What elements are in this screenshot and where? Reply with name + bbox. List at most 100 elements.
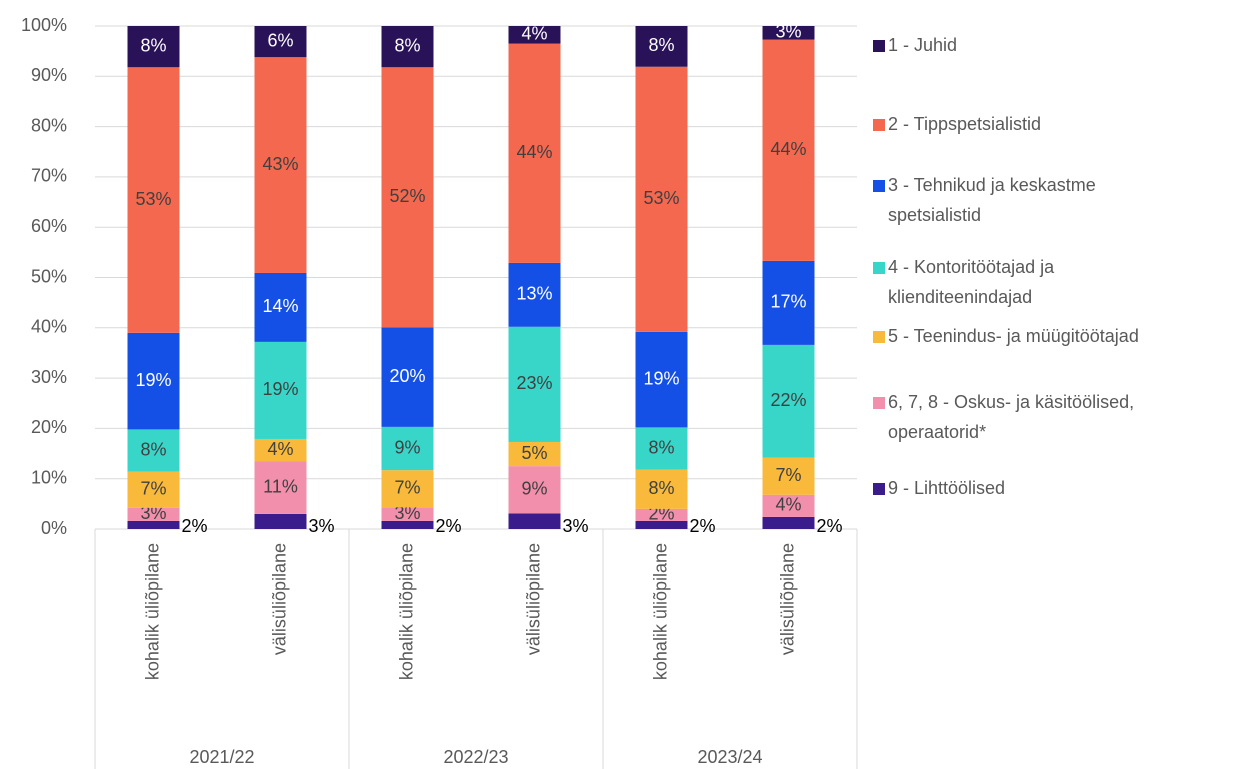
- legend-label: 4 - Kontoritöötajad ja klienditeenindajad: [888, 257, 1055, 307]
- data-label: 2%: [182, 516, 208, 536]
- bar-segment: [508, 466, 561, 514]
- x-tick-label: kohalik üliõpilane: [142, 543, 162, 680]
- data-label: 8%: [140, 439, 166, 459]
- y-tick-label: 30%: [31, 367, 67, 387]
- bar-segment: [381, 327, 434, 427]
- y-tick-label: 50%: [31, 266, 67, 286]
- data-label: 3%: [309, 516, 335, 536]
- data-label: 19%: [135, 370, 171, 390]
- data-label: 23%: [516, 373, 552, 393]
- bar-segment: [127, 67, 180, 333]
- legend-label: 1 - Juhid: [888, 35, 957, 55]
- y-tick-label: 80%: [31, 115, 67, 135]
- data-label: 7%: [775, 465, 801, 485]
- data-label: 11%: [263, 476, 298, 496]
- bar-segment: [508, 441, 561, 467]
- x-tick-label: välisüliõpilane: [269, 543, 289, 655]
- bar-segment: [635, 469, 688, 509]
- x-tick-label: kohalik üliõpilane: [396, 543, 416, 680]
- data-label: 14%: [262, 296, 298, 316]
- data-label: 2%: [817, 516, 843, 536]
- bar-segment: [635, 66, 688, 332]
- bar-segment: [635, 331, 688, 428]
- group-label: 2022/23: [443, 747, 508, 767]
- data-label: 13%: [516, 284, 552, 304]
- data-label: 8%: [648, 478, 674, 498]
- legend-label: 9 - Lihttöölised: [888, 478, 1005, 498]
- bar-segment: [635, 26, 688, 67]
- group-label: 2023/24: [697, 747, 762, 767]
- bar-segment: [127, 332, 180, 430]
- y-tick-label: 20%: [31, 417, 67, 437]
- data-label: 3%: [563, 516, 589, 536]
- data-label: 43%: [262, 154, 298, 174]
- bar-segment: [254, 272, 307, 342]
- y-tick-label: 0%: [41, 518, 67, 538]
- data-label: 3%: [394, 503, 420, 523]
- bar-segment: [127, 471, 180, 508]
- legend-swatch: [873, 40, 885, 52]
- bar-segment: [508, 262, 561, 327]
- y-tick-label: 40%: [31, 317, 67, 337]
- legend-swatch: [873, 331, 885, 343]
- data-label: 8%: [394, 35, 420, 55]
- bar-segment: [508, 43, 561, 263]
- x-tick-label: välisüliõpilane: [777, 543, 797, 655]
- data-label: 7%: [140, 479, 166, 499]
- legend-label: 5 - Teenindus- ja müügitöötajad: [888, 326, 1139, 346]
- data-label: 5%: [521, 443, 547, 463]
- data-label: 17%: [770, 292, 806, 312]
- data-label: 4%: [775, 495, 801, 515]
- data-label: 44%: [770, 139, 806, 159]
- data-label: 9%: [521, 479, 547, 499]
- bar-segment: [635, 427, 688, 470]
- data-label: 4%: [267, 439, 293, 459]
- bar-segment: [254, 341, 307, 439]
- bar-segment: [254, 461, 307, 514]
- y-tick-label: 60%: [31, 216, 67, 236]
- bar-segment: [381, 520, 434, 529]
- legend-label: 6, 7, 8 - Oskus- ja käsitöölised, operaat…: [888, 392, 1134, 442]
- data-label: 52%: [389, 186, 425, 206]
- data-label: 6%: [267, 30, 293, 50]
- bar-segment: [508, 326, 561, 442]
- bar-segment: [254, 26, 307, 58]
- bar-segment: [127, 26, 180, 68]
- bar-segment: [127, 520, 180, 529]
- data-label: 53%: [135, 189, 171, 209]
- bar-segment: [127, 507, 180, 521]
- x-tick-label: kohalik üliõpilane: [650, 543, 670, 680]
- data-label: 2%: [690, 516, 716, 536]
- bar-segment: [381, 26, 434, 68]
- data-label: 19%: [262, 379, 298, 399]
- data-label: 7%: [394, 478, 420, 498]
- y-tick-label: 70%: [31, 166, 67, 186]
- bar-segment: [127, 429, 180, 472]
- bar-segment: [762, 344, 815, 458]
- bar-segment: [508, 26, 561, 44]
- data-label: 2%: [436, 516, 462, 536]
- data-label: 44%: [516, 142, 552, 162]
- data-label: 53%: [643, 188, 679, 208]
- bar-segment: [254, 57, 307, 273]
- legend-swatch: [873, 119, 885, 131]
- y-tick-label: 100%: [21, 15, 67, 35]
- bar-segment: [381, 426, 434, 471]
- bar-segment: [762, 516, 815, 529]
- legend-swatch: [873, 397, 885, 409]
- bar-segment: [635, 508, 688, 521]
- data-label: 20%: [389, 366, 425, 386]
- bar-segment: [762, 39, 815, 261]
- data-label: 9%: [394, 437, 420, 457]
- bar-segment: [762, 494, 815, 517]
- data-label: 8%: [140, 35, 166, 55]
- bar-segment: [381, 67, 434, 328]
- bar-segment: [508, 513, 561, 529]
- data-label: 4%: [521, 24, 547, 44]
- x-tick-label: välisüliõpilane: [523, 543, 543, 655]
- data-label: 8%: [648, 437, 674, 457]
- bar-segment: [254, 438, 307, 462]
- bar-segment: [762, 260, 815, 345]
- data-label: 3%: [775, 22, 801, 42]
